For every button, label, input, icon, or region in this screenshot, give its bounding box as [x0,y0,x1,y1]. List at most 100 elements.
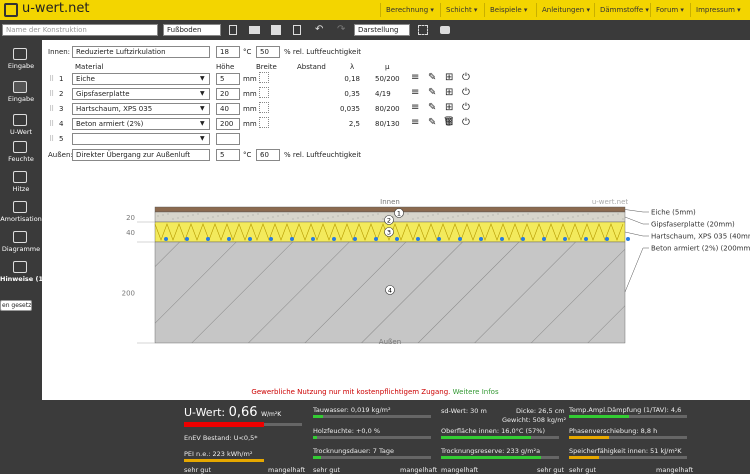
row-action[interactable]: ⏻ [462,102,470,113]
text-input[interactable]: Reduzierte Luftzirkulation [72,46,210,58]
moisture-drop [395,237,399,241]
sidebar-item[interactable]: Eingabe [7,95,35,103]
row-action[interactable]: ✎ [428,87,437,98]
moisture-drop [332,237,336,241]
height-input[interactable]: 20 [216,88,240,100]
gypsum-speck [272,216,274,218]
delete-action[interactable]: 🗑 [443,117,455,127]
gypsum-speck [622,218,624,220]
row-action[interactable]: ⏻ [462,117,470,128]
menu-item[interactable]: Dämmstoffe ▾ [594,3,654,17]
row-label: Außen: [48,151,73,159]
material-select[interactable]: Eiche [72,73,210,85]
row-action[interactable]: ⏻ [462,87,470,98]
sidebar-icon[interactable] [13,261,27,273]
row-action[interactable]: ⊞ [445,117,454,128]
export-icon[interactable] [293,25,301,35]
menu-item[interactable]: Anleitungen ▾ [536,3,595,17]
row-action[interactable]: ⊞ [445,87,454,98]
menu-item[interactable]: Impressum ▾ [690,3,746,17]
sidebar-icon[interactable] [13,81,27,93]
gypsum-speck [502,218,504,220]
row-action[interactable]: ✎ [428,117,437,128]
height-input[interactable] [216,133,240,145]
sidebar-item[interactable]: Eingabe [7,62,35,70]
row-action[interactable]: ≡ [411,87,420,98]
material-select[interactable]: Hartschaum, XPS 035 [72,103,210,115]
drag-handle[interactable]: ⠿ [49,135,55,143]
menu-item[interactable]: Beispiele ▾ [484,3,532,17]
scale-label: 20 [126,214,135,222]
type-select[interactable]: Fußboden [163,24,221,36]
height-input[interactable]: 40 [216,103,240,115]
sidebar-icon[interactable] [13,141,27,153]
height-input[interactable]: 5 [216,73,240,85]
temp-input[interactable]: 18 [216,46,240,58]
comment-icon[interactable] [440,26,450,34]
row-action[interactable]: ✎ [428,102,437,113]
fullscreen-icon[interactable] [418,25,428,35]
sidebar-item[interactable]: U-Wert [9,128,33,136]
sidebar-icon[interactable] [13,201,27,213]
menu-item[interactable]: Forum ▾ [650,3,689,17]
rh-unit: % rel. Luftfeuchtigkeit [284,151,362,159]
row-action[interactable]: ≡ [411,117,420,128]
row-action[interactable]: ⏻ [462,72,470,83]
gypsum-speck [227,213,229,215]
gypsum-speck [577,215,579,217]
gypsum-speck [507,217,509,219]
moisture-drop [563,237,567,241]
open-icon[interactable] [249,26,260,34]
material-select[interactable]: Gipsfaserplatte [72,88,210,100]
material-select[interactable] [72,133,210,145]
gypsum-speck [412,218,414,220]
text-input[interactable]: Direkter Übergang zur Außenluft [72,149,210,161]
moisture-drop [164,237,168,241]
width-toggle[interactable] [259,72,269,83]
sd-value: sd-Wert: 30 m [441,407,487,415]
width-toggle[interactable] [259,102,269,113]
row-action[interactable]: ⊞ [445,72,454,83]
sidebar-item[interactable]: Feuchte [8,155,34,163]
temp-input[interactable]: 5 [216,149,240,161]
drag-handle[interactable]: ⠿ [49,120,55,128]
drag-handle[interactable]: ⠿ [49,75,55,83]
sidebar-item[interactable]: Diagramme [1,245,41,253]
row-action[interactable]: ≡ [411,102,420,113]
width-toggle[interactable] [259,117,269,128]
menu-item[interactable]: Berechnung ▾ [380,3,439,17]
new-icon[interactable] [229,25,237,35]
menu-item[interactable]: Schicht ▾ [440,3,482,17]
drag-handle[interactable]: ⠿ [49,105,55,113]
sidebar-icon[interactable] [13,171,27,183]
redo-icon[interactable]: ↷ [337,24,346,35]
row-action[interactable]: ≡ [411,72,420,83]
height-input[interactable]: 200 [216,118,240,130]
sidebar-item[interactable]: Amortisation [0,215,42,223]
sidebar-button[interactable]: en gesetzt [0,300,32,311]
pei: PEI n.e.: 223 kWh/m² [184,450,253,458]
sidebar-icon[interactable] [13,231,27,243]
row-label: Innen: [48,48,71,56]
rh-input[interactable]: 60 [256,149,280,161]
rh-input[interactable]: 50 [256,46,280,58]
drag-handle[interactable]: ⠿ [49,90,55,98]
logo[interactable]: u-wert.net [22,1,90,16]
row-action[interactable]: ✎ [428,72,437,83]
save-icon[interactable] [271,25,281,35]
material-select[interactable]: Beton armiert (2%) [72,118,210,130]
gypsum-speck [602,216,604,218]
height-unit: mm [243,75,257,83]
sidebar-item[interactable]: Hinweise (1) [0,275,46,283]
row-action[interactable]: ⊞ [445,102,454,113]
view-select[interactable]: Darstellung [354,24,410,36]
width-toggle[interactable] [259,87,269,98]
sidebar-icon[interactable] [13,48,27,60]
sidebar-icon[interactable] [13,114,27,126]
result-item: Temp.Ampl.Dämpfung (1/TAV): 4,6 [569,406,682,414]
sidebar-item[interactable]: Hitze [12,185,30,193]
undo-icon[interactable]: ↶ [315,24,324,35]
notice-link[interactable]: Weitere Infos [452,388,499,396]
result-bar [441,436,531,439]
name-input[interactable]: Name der Konstruktion [2,24,158,36]
